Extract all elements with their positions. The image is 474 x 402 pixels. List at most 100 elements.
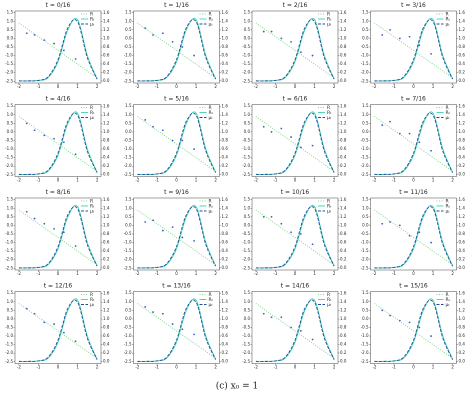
x-tick-label: -1 — [36, 178, 40, 183]
legend-label: μₜ — [209, 116, 214, 121]
series-line — [18, 209, 98, 266]
y-tick-label: 1.0 — [244, 18, 251, 23]
point — [389, 120, 391, 123]
y2-tick-label: 1.2 — [459, 27, 466, 32]
series-line — [374, 299, 454, 362]
y-tick-label: -2.0 — [124, 350, 132, 355]
point — [152, 219, 154, 222]
legend-label: μₜ — [327, 23, 332, 28]
x-tick-label: 1 — [432, 365, 435, 370]
legend-label: R — [90, 199, 93, 205]
y-tick-label: 1.5 — [362, 10, 369, 15]
series-line — [18, 303, 98, 359]
point — [262, 125, 265, 128]
legend-label: μₜ — [90, 116, 95, 121]
plot-frame — [251, 104, 339, 177]
y2-tick-label: 1.0 — [340, 316, 347, 321]
y2-tick-label: 1.0 — [222, 129, 229, 134]
point — [62, 231, 65, 234]
series-line — [374, 209, 453, 266]
y-tick-label: 1.0 — [7, 18, 14, 23]
series-line — [137, 22, 216, 79]
point — [144, 306, 147, 308]
y-tick-label: -0.5 — [242, 231, 250, 236]
y-tick-label: -0.5 — [5, 231, 13, 236]
y-tick-label: -1.5 — [242, 342, 250, 347]
y-tick-label: 1.0 — [362, 299, 369, 304]
y2-tick-label: 1.6 — [340, 197, 347, 202]
point — [381, 124, 384, 126]
x-tick-label: -2 — [17, 271, 21, 276]
x-tick-label: 0 — [175, 271, 178, 276]
y2-tick-label: 0.8 — [103, 44, 110, 49]
x-tick-label: -2 — [254, 84, 258, 89]
subplot-title: t = 13/16 — [162, 283, 191, 290]
legend-label: Rₜ — [446, 110, 451, 116]
legend-label: R — [90, 12, 93, 18]
y2-tick-label: 0.0 — [340, 78, 347, 83]
y-tick-label: 1.0 — [125, 112, 132, 117]
y2-tick-label: 1.4 — [459, 112, 466, 117]
x-tick-label: 2 — [96, 271, 99, 276]
y-tick-label: -1.0 — [5, 53, 13, 58]
y2-tick-label: 0.2 — [340, 256, 347, 261]
x-tick-label: 1 — [432, 84, 435, 89]
y2-tick-label: 1.0 — [222, 316, 229, 321]
y2-tick-label: 0.2 — [103, 163, 110, 168]
y2-tick-label: 0.4 — [222, 154, 229, 159]
y2-tick-label: 1.0 — [222, 223, 229, 228]
plot-frame — [251, 291, 339, 364]
y2-tick-label: 0.6 — [222, 146, 229, 151]
legend-label: Rₜ — [90, 17, 95, 23]
x-tick-label: -2 — [372, 84, 376, 89]
point — [299, 146, 302, 149]
y2-tick-label: 0.0 — [340, 171, 347, 176]
x-tick-label: -2 — [372, 365, 376, 370]
series-line — [137, 112, 217, 175]
y-tick-label: -1.0 — [242, 333, 250, 338]
y2-tick-label: 0.6 — [222, 333, 229, 338]
legend-label: Rₜ — [209, 297, 214, 303]
plot-frame — [133, 291, 220, 364]
y2-tick-label: 0.0 — [459, 78, 466, 83]
y-tick-label: 0.5 — [244, 214, 251, 219]
x-tick-label: -1 — [155, 84, 159, 89]
point — [152, 34, 154, 36]
point — [161, 129, 164, 132]
series-line — [255, 22, 335, 79]
y-tick-label: 0.0 — [7, 316, 14, 321]
y-tick-label: -2.0 — [361, 350, 369, 355]
series-line — [137, 111, 217, 175]
y2-tick-label: 1.2 — [103, 308, 110, 313]
y-tick-label: -1.5 — [361, 342, 369, 347]
y2-tick-label: 0.6 — [340, 52, 347, 57]
y-tick-label: 0.5 — [244, 307, 251, 312]
y-tick-label: -2.5 — [124, 359, 132, 364]
y-tick-label: -1.0 — [242, 146, 250, 151]
x-tick-label: -1 — [392, 271, 396, 276]
y2-tick-label: 0.8 — [459, 231, 466, 236]
x-tick-label: -1 — [392, 178, 396, 183]
y2-tick-label: 1.2 — [459, 308, 466, 313]
legend-label: R — [90, 105, 93, 111]
y2-tick-label: 1.2 — [222, 308, 229, 313]
y-tick-label: -1.5 — [5, 248, 13, 253]
point — [62, 141, 65, 144]
subplot-title: t = 8/16 — [46, 189, 71, 196]
y-tick-label: -1.0 — [5, 333, 13, 338]
y2-tick-label: 1.6 — [103, 197, 110, 202]
y-tick-label: -1.0 — [124, 333, 132, 338]
point — [418, 326, 421, 329]
x-tick-label: 1 — [313, 365, 316, 370]
y-tick-label: 0.0 — [244, 129, 251, 134]
point — [389, 221, 391, 223]
subplot-title: t = 3/16 — [401, 2, 426, 9]
y2-tick-label: 0.4 — [459, 341, 466, 346]
y-tick-label: 1.5 — [125, 197, 132, 202]
subplot: t = 9/16 -2 -1 0 1 2 1.5 1.0 0.5 0.0 -0.5 -1.0 -1.5 -… — [124, 189, 229, 276]
point — [33, 129, 36, 132]
y-tick-label: 0.0 — [362, 222, 369, 227]
y2-tick-label: 0.4 — [459, 154, 466, 159]
y-tick-label: -1.5 — [361, 248, 369, 253]
x-tick-label: -1 — [273, 365, 277, 370]
